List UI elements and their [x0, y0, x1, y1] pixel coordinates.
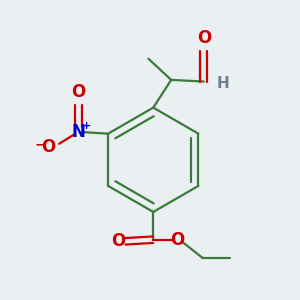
Text: N: N: [72, 123, 86, 141]
Text: O: O: [197, 28, 211, 46]
Text: −: −: [34, 137, 46, 151]
Text: O: O: [42, 138, 56, 156]
Text: +: +: [82, 121, 91, 130]
Text: O: O: [72, 83, 86, 101]
Text: O: O: [171, 231, 185, 249]
Text: H: H: [216, 76, 229, 91]
Text: O: O: [111, 232, 125, 250]
